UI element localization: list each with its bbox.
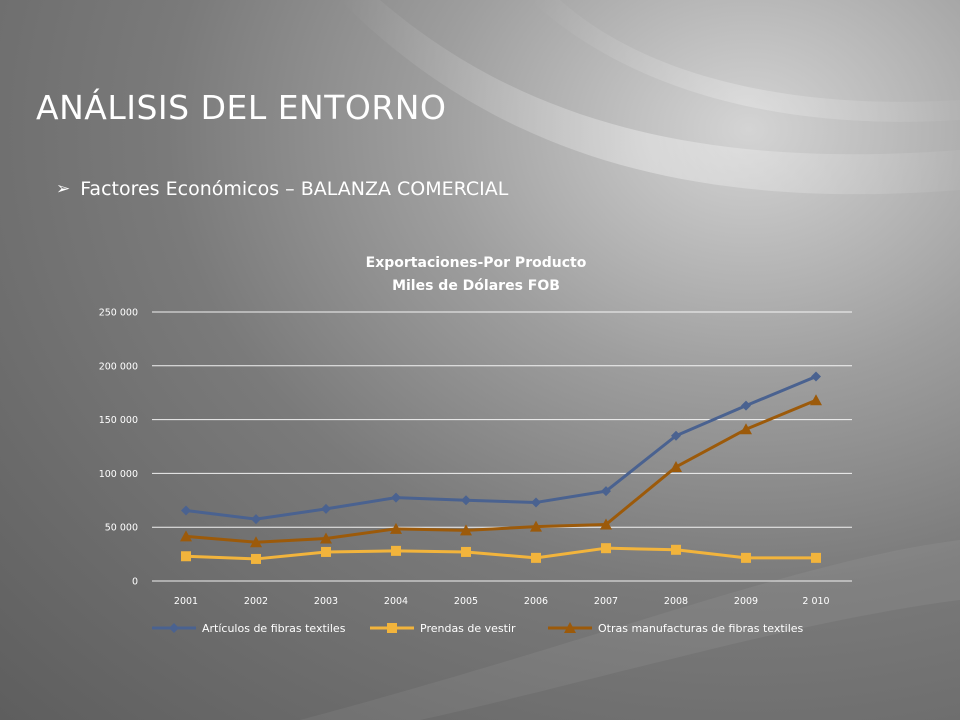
data-point (811, 552, 821, 563)
data-point (391, 545, 401, 556)
y-tick-label: 0 (132, 577, 138, 588)
y-tick-label: 100 000 (99, 469, 138, 480)
legend-marker (169, 623, 179, 633)
series-line (185, 398, 817, 544)
x-tick-label: 2008 (664, 596, 688, 607)
data-point (671, 544, 681, 555)
series-3 (180, 394, 822, 548)
x-tick-label: 2009 (734, 596, 758, 607)
series-1 (181, 371, 821, 525)
data-point (251, 553, 261, 564)
slide-title: ANÁLISIS DEL ENTORNO (36, 88, 447, 127)
legend-item: Artículos de fibras textiles (152, 622, 346, 635)
x-tick-label: 2005 (454, 596, 478, 607)
x-tick-label: 2001 (174, 596, 198, 607)
series-2 (181, 543, 821, 564)
legend-item: Prendas de vestir (370, 622, 516, 635)
data-point (181, 505, 191, 516)
data-point (740, 423, 752, 435)
legend-label: Artículos de fibras textiles (202, 622, 346, 635)
data-point (251, 514, 261, 525)
data-point (600, 518, 612, 530)
y-tick-label: 200 000 (99, 361, 138, 372)
bullet-item: ➢ Factores Económicos – BALANZA COMERCIA… (56, 178, 508, 200)
data-point (460, 524, 472, 536)
y-tick-label: 150 000 (99, 415, 138, 426)
x-tick-label: 2 010 (802, 596, 829, 607)
data-point (741, 400, 751, 411)
x-tick-label: 2006 (524, 596, 548, 607)
legend-item: Otras manufacturas de fibras textiles (548, 622, 804, 635)
data-point (321, 503, 331, 514)
y-tick-label: 250 000 (99, 308, 138, 319)
x-tick-label: 2007 (594, 596, 618, 607)
x-axis-ticks: 2001 2002 2003 2004 2005 2006 2007 2008 2009 2 01… (174, 596, 830, 607)
data-point (391, 492, 401, 503)
legend-marker (564, 622, 576, 633)
data-point (670, 460, 682, 472)
arrow-bullet-icon: ➢ (56, 179, 71, 199)
data-point (531, 497, 541, 508)
legend-marker (387, 623, 397, 633)
data-point (181, 551, 191, 562)
data-point (601, 543, 611, 554)
data-point (741, 552, 751, 563)
y-tick-label: 50 000 (105, 523, 138, 534)
series-line (185, 546, 816, 561)
legend: Artículos de fibras textiles Prendas de v… (152, 622, 804, 635)
series-line (185, 375, 817, 521)
chart-subtitle: Miles de Dólares FOB (392, 278, 560, 294)
data-point (531, 552, 541, 563)
data-point (180, 530, 192, 542)
data-point (320, 532, 332, 544)
data-point (321, 546, 331, 557)
data-point (461, 495, 471, 506)
series-layer (180, 371, 822, 564)
data-point (811, 371, 821, 382)
data-point (671, 430, 681, 441)
data-point (390, 522, 402, 534)
data-point (461, 546, 471, 557)
data-point (530, 520, 542, 532)
legend-label: Otras manufacturas de fibras textiles (598, 622, 804, 635)
data-point (250, 536, 262, 548)
x-tick-label: 2002 (244, 596, 268, 607)
x-tick-label: 2003 (314, 596, 338, 607)
bullet-text: Factores Económicos – BALANZA COMERCIAL (80, 178, 509, 200)
x-tick-label: 2004 (384, 596, 408, 607)
legend-label: Prendas de vestir (420, 622, 516, 635)
data-point (810, 394, 822, 406)
data-point (601, 486, 611, 497)
chart-title: Exportaciones-Por Producto (366, 255, 587, 271)
y-axis-ticks: 0 50 000 100 000 150 000 200 000 250 000 (99, 308, 138, 588)
